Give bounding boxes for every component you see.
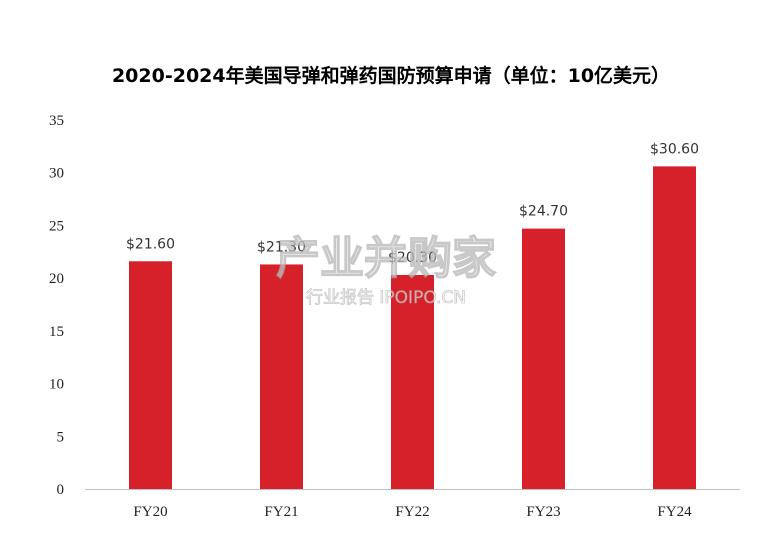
x-tick-label: FY24: [657, 504, 692, 520]
bar-fy23: [522, 228, 565, 489]
data-label-fy21: $21.30: [257, 239, 306, 255]
y-tick-label: 15: [49, 324, 64, 340]
watermark-main-text: 产业并购家: [276, 233, 496, 284]
y-axis: 0 5 10 15 20 25 30 35: [49, 113, 64, 498]
watermark-sub-text: 行业报告 IPOIPO.CN: [306, 288, 466, 308]
data-label-fy20: $21.60: [126, 236, 175, 252]
chart-title: 2020-2024年美国导弹和弹药国防预算申请（单位：10亿美元）: [112, 64, 670, 87]
data-label-fy22: $20.30: [388, 250, 437, 266]
x-tick-label: FY21: [264, 504, 298, 520]
y-tick-label: 35: [49, 113, 64, 129]
y-tick-label: 5: [57, 429, 65, 445]
y-tick-label: 25: [49, 218, 64, 234]
bar-fy21: [260, 264, 303, 489]
data-labels-group: $21.60 $21.30 $20.30 $24.70 $30.60: [126, 141, 699, 266]
y-tick-label: 30: [49, 166, 64, 182]
x-tick-label: FY22: [395, 504, 429, 520]
watermark: 产业并购家 行业报告 IPOIPO.CN: [275, 232, 496, 308]
y-tick-label: 20: [49, 271, 64, 287]
x-axis: FY20 FY21 FY22 FY23 FY24: [85, 489, 740, 520]
bars-group: [129, 166, 696, 490]
data-label-fy24: $30.60: [650, 141, 699, 157]
x-tick-label: FY23: [526, 504, 560, 520]
x-tick-label: FY20: [133, 504, 167, 520]
data-label-fy23: $24.70: [519, 204, 568, 220]
y-tick-label: 10: [49, 377, 64, 393]
bar-fy22: [391, 274, 434, 489]
bar-fy20: [129, 261, 172, 489]
bar-fy24: [653, 166, 696, 490]
y-tick-label: 0: [57, 482, 65, 498]
